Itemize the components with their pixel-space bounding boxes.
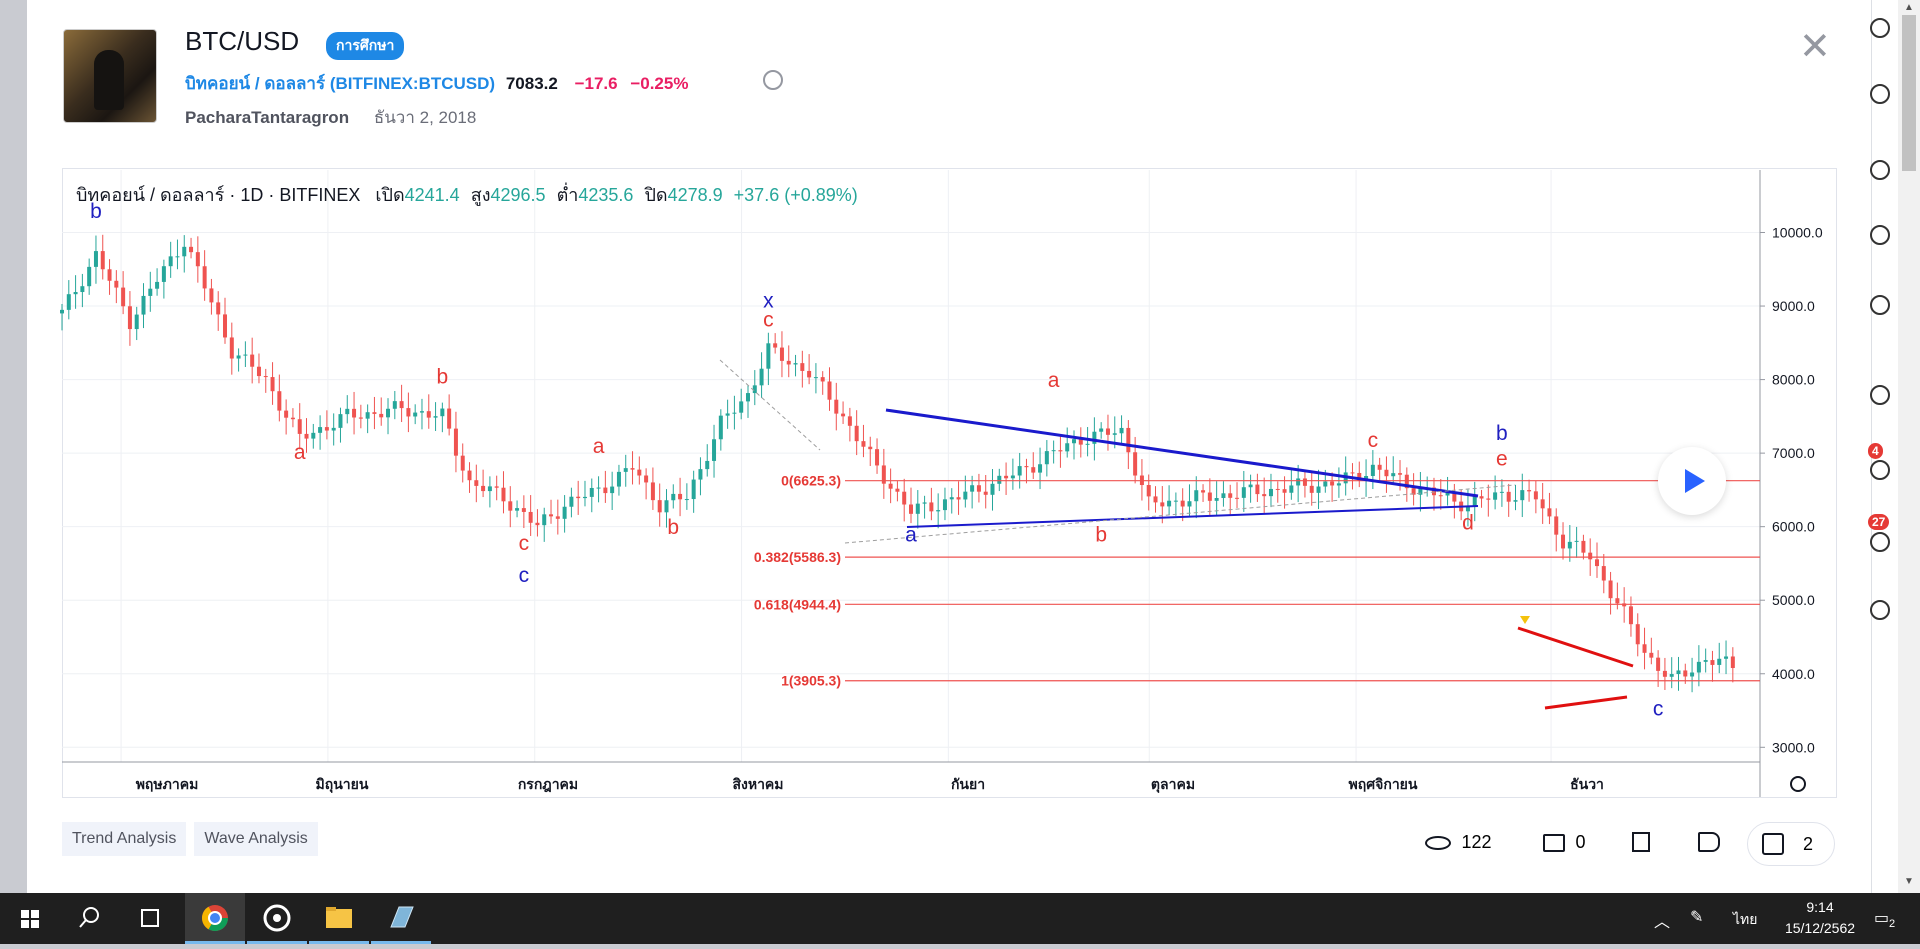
author-avatar[interactable] xyxy=(63,29,157,123)
instrument-name-link[interactable]: บิทคอยน์ / ดอลลาร์ xyxy=(185,74,326,93)
chrome-icon[interactable] xyxy=(185,893,245,944)
chat-icon[interactable] xyxy=(1870,385,1890,405)
pen-icon[interactable]: ✎ xyxy=(1690,909,1704,926)
chart-legend: บิทคอยน์ / ดอลลาร์ · 1D · BITFINEX เปิด4… xyxy=(76,180,858,209)
notes-app-icon[interactable] xyxy=(371,893,431,944)
scrollbar-thumb[interactable] xyxy=(1902,15,1916,171)
legend-close: 4278.9 xyxy=(667,185,723,205)
price-change-pct: −0.25% xyxy=(630,74,689,93)
calendar-icon[interactable] xyxy=(1870,18,1890,38)
media-player-icon[interactable] xyxy=(247,893,307,944)
flag-icon[interactable] xyxy=(1632,832,1650,852)
eye-icon xyxy=(1425,835,1451,850)
legend-close-label: ปิด xyxy=(644,185,668,205)
task-view-icon[interactable] xyxy=(120,893,180,944)
author-line: PacharaTantaragron ธันวา 2, 2018 xyxy=(185,104,476,131)
views-count: 122 xyxy=(1461,832,1492,852)
tag-wave-analysis[interactable]: Wave Analysis xyxy=(194,822,318,856)
views-stat: 122 xyxy=(1425,832,1492,853)
legend-name: บิทคอยน์ / ดอลลาร์ · 1D · BITFINEX xyxy=(76,185,361,205)
legend-high-label: สูง xyxy=(470,185,491,205)
file-explorer-icon[interactable] xyxy=(309,893,369,944)
chat-badge: 4 xyxy=(1868,443,1883,459)
action-center-icon[interactable]: ▭ xyxy=(1874,910,1890,927)
avatar-figure xyxy=(94,50,124,110)
tag-list: Trend Analysis Wave Analysis xyxy=(62,822,326,856)
price-change: −17.6 xyxy=(574,74,618,93)
instrument-line: บิทคอยน์ / ดอลลาร์ (BITFINEX:BTCUSD) 708… xyxy=(185,70,688,97)
ideas-icon[interactable] xyxy=(1870,460,1890,480)
megaphone-icon[interactable] xyxy=(1698,832,1720,852)
comments-count: 0 xyxy=(1575,832,1586,852)
legend-open-label: เปิด xyxy=(375,185,405,205)
tray-chevron-icon[interactable]: ︿ xyxy=(1654,914,1671,931)
author-name[interactable]: PacharaTantaragron xyxy=(185,108,350,127)
like-button[interactable]: 2 xyxy=(1747,822,1835,866)
legend-low: 4235.6 xyxy=(578,185,634,205)
legend-change: +37.6 (+0.89%) xyxy=(733,185,858,205)
notifications-icon[interactable] xyxy=(1870,600,1890,620)
publish-date: ธันวา 2, 2018 xyxy=(373,108,477,127)
scrollbar[interactable] xyxy=(1898,0,1920,893)
legend-low-label: ต่ำ xyxy=(556,185,579,205)
clock-time[interactable]: 9:14 xyxy=(1806,899,1834,915)
search-icon[interactable] xyxy=(60,893,120,944)
chart-frame xyxy=(62,168,1837,798)
symbol-title[interactable]: BTC/USD xyxy=(185,26,300,56)
data-window-icon[interactable] xyxy=(1870,225,1890,245)
likes-count: 2 xyxy=(1803,834,1814,854)
clock-date[interactable]: 15/12/2562 xyxy=(1784,920,1856,936)
language-indicator[interactable]: ไทย xyxy=(1733,911,1758,927)
add-alert-icon[interactable] xyxy=(763,70,783,90)
windows-start-icon[interactable] xyxy=(0,893,60,944)
alert-icon[interactable] xyxy=(1870,84,1890,104)
legend-open: 4241.4 xyxy=(404,185,460,205)
comments-stat[interactable]: 0 xyxy=(1543,832,1585,853)
play-button[interactable] xyxy=(1658,447,1726,515)
scroll-up-icon[interactable]: ▲ xyxy=(1904,2,1914,13)
instrument-code-link[interactable]: (BITFINEX:BTCUSD) xyxy=(329,74,496,93)
tag-trend-analysis[interactable]: Trend Analysis xyxy=(62,822,187,856)
comment-icon xyxy=(1543,833,1565,852)
clock-icon[interactable] xyxy=(1870,160,1890,180)
notification-badge: 27 xyxy=(1868,514,1890,530)
thumbs-up-icon xyxy=(1762,833,1784,855)
action-center-count: 2 xyxy=(1889,918,1896,930)
last-price: 7083.2 xyxy=(505,74,558,93)
close-icon[interactable]: ✕ xyxy=(1799,26,1831,68)
lightbulb-icon[interactable] xyxy=(1870,295,1890,315)
education-badge[interactable]: การศึกษา xyxy=(326,32,405,60)
streams-icon[interactable] xyxy=(1870,532,1890,552)
legend-high: 4296.5 xyxy=(490,185,546,205)
taskbar: ︿ ✎ ไทย 9:14 15/12/2562 ▭ 2 xyxy=(0,893,1920,944)
scroll-down-icon[interactable]: ▼ xyxy=(1904,876,1914,887)
